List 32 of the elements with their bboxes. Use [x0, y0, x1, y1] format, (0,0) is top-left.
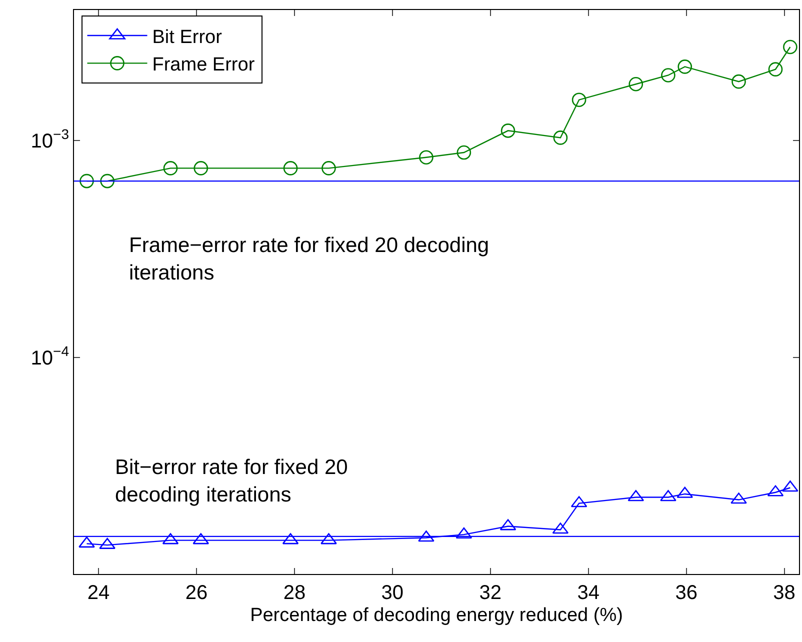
point [322, 161, 336, 176]
x-tick-label: 34 [577, 582, 600, 604]
x-tick-label: 30 [381, 582, 404, 604]
ref-line-label: Bit−error rate for fixed 20 decoding iterations [115, 456, 348, 506]
point [500, 124, 516, 138]
x-tick-label: 26 [185, 582, 208, 604]
point [628, 76, 644, 92]
ref-line-label: Frame−error rate for fixed 20 decoding iterations [129, 234, 490, 284]
legend-label: Bit Error [152, 26, 223, 48]
point [194, 161, 208, 176]
point [553, 130, 568, 145]
y-tick-label: 10$^{−3}$ [30, 126, 70, 152]
point [163, 161, 178, 176]
x-tick-label: 32 [479, 582, 502, 604]
x-tick-label: 28 [283, 582, 306, 604]
point [80, 174, 94, 188]
x-tick-label: 38 [773, 582, 796, 604]
x-tick-label: 24 [87, 582, 110, 604]
x-tick-label: 36 [675, 582, 698, 604]
point [732, 74, 746, 89]
point [661, 68, 676, 82]
y-tick-label: 10$^{−4}$ [30, 342, 70, 370]
point [283, 161, 298, 176]
point [419, 150, 434, 165]
point [456, 145, 472, 160]
point [572, 92, 586, 107]
legend-label: Frame Error [152, 54, 256, 76]
point [768, 62, 783, 76]
point [783, 40, 798, 54]
x-axis-title: Percentage of decoding energy reduced (%) [250, 604, 623, 626]
point [100, 174, 114, 188]
point [678, 60, 692, 74]
